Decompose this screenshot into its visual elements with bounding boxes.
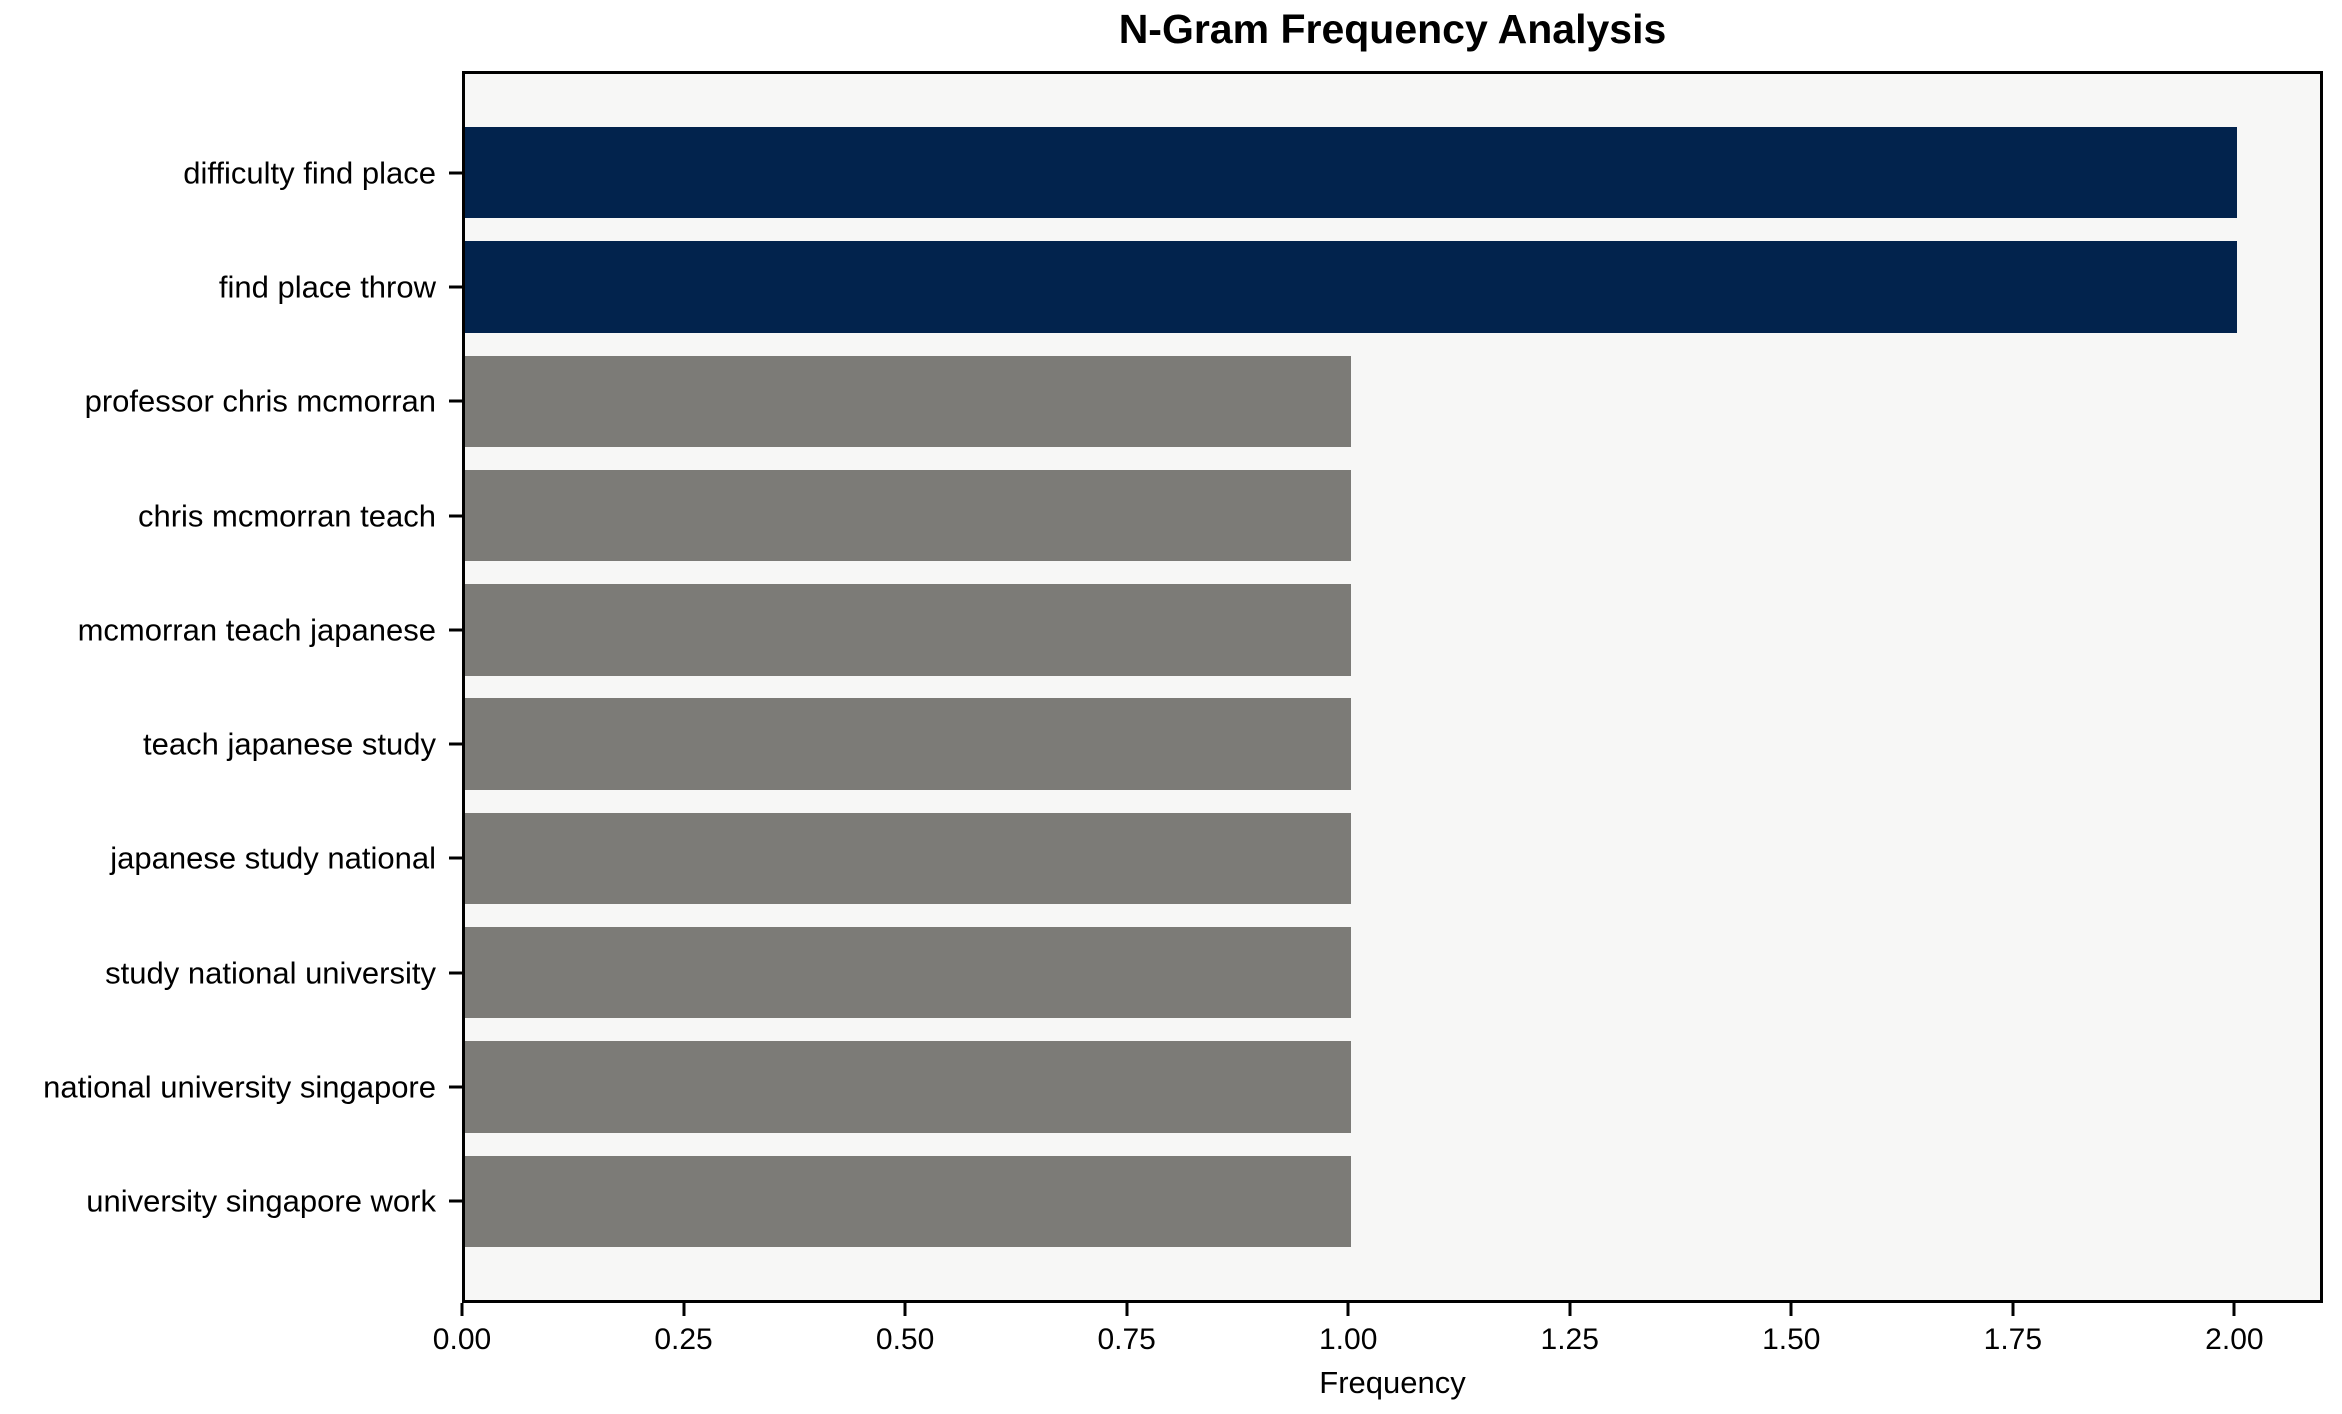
x-tick-label: 0.25 (654, 1323, 713, 1356)
y-tick-label: find place throw (218, 269, 436, 305)
y-tick-label: difficulty find place (183, 155, 436, 191)
y-tick-mark (449, 399, 462, 403)
bar (465, 241, 2238, 333)
bar (465, 698, 1352, 790)
x-tick-label: 1.75 (1983, 1323, 2043, 1356)
bar (465, 927, 1352, 1019)
chart-title: N-Gram Frequency Analysis (1118, 6, 1667, 52)
y-tick-mark (449, 171, 462, 175)
y-tick-label: national university singapore (43, 1069, 436, 1105)
x-tick-mark (1568, 1303, 1572, 1316)
x-tick-mark (1125, 1303, 1129, 1316)
y-tick-mark (449, 628, 462, 632)
bar (465, 812, 1352, 905)
y-tick-label: mcmorran teach japanese (77, 612, 436, 648)
y-tick-mark (449, 856, 462, 860)
x-tick-mark (2011, 1303, 2015, 1316)
bar (465, 469, 1352, 562)
x-tick-label: 0.50 (875, 1323, 935, 1356)
x-tick-mark (1789, 1303, 1793, 1316)
y-tick-label: university singapore work (86, 1183, 436, 1219)
y-tick-mark (449, 1085, 462, 1089)
bar (465, 1041, 1352, 1133)
x-axis-label: Frequency (1319, 1365, 1466, 1400)
x-tick-mark (2232, 1303, 2236, 1316)
x-tick-label: 1.25 (1540, 1323, 1599, 1356)
x-tick-label: 0.75 (1097, 1323, 1156, 1356)
bar (465, 355, 1352, 447)
x-tick-mark (1346, 1303, 1350, 1316)
y-tick-label: chris mcmorran teach (137, 498, 436, 534)
x-axis: 0.00 0.25 0.50 0.75 1.00 1.25 1.50 1.75 2.00 (433, 71, 2323, 1355)
y-tick-label: japanese study national (110, 840, 436, 876)
x-tick-mark (903, 1303, 907, 1316)
bar (465, 584, 1352, 676)
y-tick-mark (449, 971, 462, 975)
x-tick-mark (682, 1303, 686, 1316)
x-tick-label: 2.00 (2205, 1323, 2264, 1356)
x-tick-label: 0.00 (432, 1323, 492, 1356)
y-tick-label: study national university (105, 955, 436, 991)
y-tick-mark (449, 285, 462, 289)
x-tick-mark (460, 1303, 464, 1316)
y-tick-mark (449, 514, 462, 518)
y-tick-label: teach japanese study (143, 726, 436, 762)
y-tick-mark (449, 742, 462, 746)
y-tick-label: professor chris mcmorran (84, 383, 436, 419)
bar (465, 1155, 1352, 1247)
x-tick-label: 1.50 (1762, 1323, 1821, 1356)
y-tick-mark (449, 1199, 462, 1203)
y-axis: difficulty find place find place throw pro… (43, 71, 2323, 1303)
plot-wrapper: difficulty find place find place throw pro… (43, 71, 2323, 1398)
bars-layer (462, 71, 2323, 1303)
bar (465, 127, 2238, 219)
x-tick-label: 1.00 (1318, 1323, 1378, 1356)
